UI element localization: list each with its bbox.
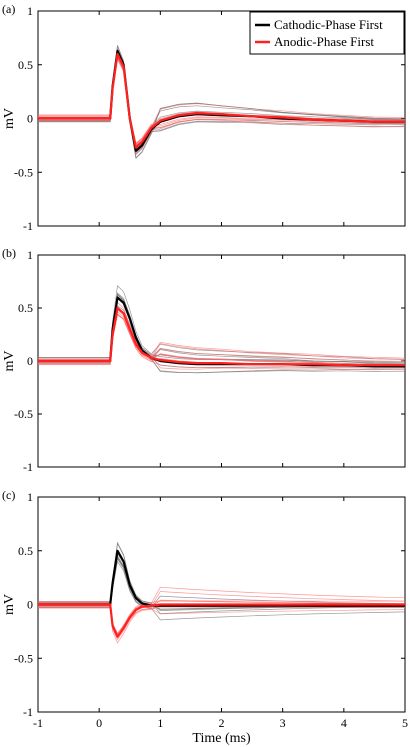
trial-trace xyxy=(38,48,405,153)
x-tick-label: 1 xyxy=(157,716,163,730)
trial-trace xyxy=(38,55,405,145)
y-tick-label: -0.5 xyxy=(14,407,33,421)
trial-trace xyxy=(38,50,405,145)
panel-label: (a) xyxy=(2,2,15,16)
trial-trace xyxy=(38,49,405,151)
y-tick-label: 0 xyxy=(27,112,33,126)
chart-panel-1: Cathodic-Phase First Anodic-Phase First xyxy=(37,10,406,227)
x-tick-label: 0 xyxy=(96,716,102,730)
series-line-anodic xyxy=(38,52,405,149)
series-line-anodic xyxy=(38,603,405,638)
x-tick-label: 5 xyxy=(402,716,408,730)
trial-trace xyxy=(38,313,405,362)
trial-trace xyxy=(38,297,405,363)
y-tick-label: 0 xyxy=(27,598,33,612)
legend-label: Cathodic-Phase First xyxy=(274,17,383,32)
trial-trace xyxy=(38,53,405,147)
trial-trace xyxy=(38,555,405,605)
legend: Cathodic-Phase First Anodic-Phase First xyxy=(249,11,405,55)
trial-trace xyxy=(38,301,405,365)
series-line-anodic xyxy=(38,306,405,367)
trial-trace xyxy=(38,45,405,160)
y-axis-label: mV xyxy=(2,594,17,615)
y-tick-label: -1 xyxy=(23,460,33,474)
y-axis-label: mV xyxy=(2,351,17,372)
plot-area xyxy=(38,285,405,374)
trial-trace xyxy=(38,600,405,635)
x-axis-label: Time (ms) xyxy=(192,731,251,746)
trial-trace xyxy=(38,606,405,641)
panel-label: (c) xyxy=(2,488,15,502)
plot-area xyxy=(38,541,405,644)
trial-trace xyxy=(38,52,405,153)
trial-trace xyxy=(38,56,405,150)
x-tick-label: 3 xyxy=(280,716,286,730)
trial-trace xyxy=(38,309,405,360)
chart-panel-3 xyxy=(37,496,406,713)
y-axis-label: mV xyxy=(2,108,17,129)
trial-trace xyxy=(38,53,405,145)
trial-trace xyxy=(38,50,405,146)
trial-trace xyxy=(38,46,405,159)
trial-trace xyxy=(38,541,405,611)
y-tick-label: 0 xyxy=(27,354,33,368)
trial-trace xyxy=(38,557,405,621)
trial-trace xyxy=(38,47,405,156)
trial-trace xyxy=(38,292,405,364)
trial-trace xyxy=(38,55,405,147)
trial-trace xyxy=(38,285,405,360)
legend-label: Anodic-Phase First xyxy=(274,34,374,49)
y-tick-label: 1 xyxy=(27,490,33,504)
y-tick-label: 0.5 xyxy=(18,58,33,72)
trial-trace xyxy=(38,47,405,156)
trial-trace xyxy=(38,58,405,144)
x-tick-label: 4 xyxy=(341,716,347,730)
y-tick-label: 1 xyxy=(27,248,33,262)
trial-trace xyxy=(38,304,405,374)
y-tick-label: 1 xyxy=(27,4,33,18)
trial-trace xyxy=(38,607,405,637)
y-tick-label: 0.5 xyxy=(18,301,33,315)
series-line-cathodic xyxy=(38,49,405,152)
chart-panel-2 xyxy=(37,254,406,468)
plot-area xyxy=(38,45,405,160)
series-line-cathodic xyxy=(38,549,405,607)
y-tick-label: 0.5 xyxy=(18,544,33,558)
trial-trace xyxy=(38,57,405,147)
trial-trace xyxy=(38,296,405,363)
y-tick-label: -0.5 xyxy=(14,651,33,665)
y-tick-label: -1 xyxy=(23,705,33,719)
x-tick-label: 2 xyxy=(219,716,225,730)
panel-label: (b) xyxy=(2,246,16,260)
legend-box xyxy=(249,11,405,55)
trial-trace xyxy=(38,54,405,150)
y-tick-label: -1 xyxy=(23,219,33,233)
trial-trace xyxy=(38,293,405,365)
trial-trace xyxy=(38,53,405,154)
x-tick-label: -1 xyxy=(33,716,43,730)
y-tick-label: -0.5 xyxy=(14,165,33,179)
